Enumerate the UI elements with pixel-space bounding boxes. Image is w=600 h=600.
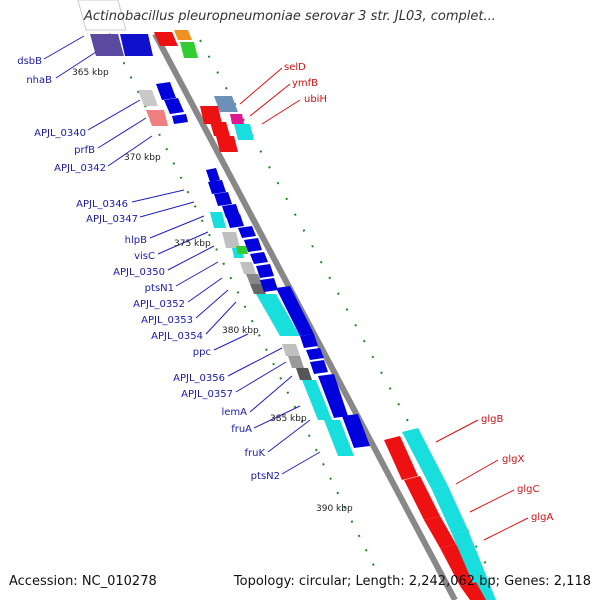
- gene-blue-lemA: [310, 360, 328, 374]
- gene-dsbB-block: [77, 0, 127, 31]
- gene-red-glgX: [404, 476, 440, 520]
- map-title: Actinobacillus pleuropneumoniae serovar …: [84, 9, 496, 24]
- gene-darkgray-lemA: [296, 368, 312, 380]
- gene-label: APJL_0342: [54, 163, 106, 174]
- gene-label: APJL_0340: [34, 128, 86, 139]
- gene-label: nhaB: [26, 75, 52, 86]
- gene-label: APJL_0357: [181, 389, 233, 400]
- gene-pink-prfB: [146, 110, 168, 126]
- gene-cyan-ppc: [256, 294, 300, 336]
- gene-label: ymfB: [292, 78, 318, 89]
- gene-labels-right: selD ymfB ubiH glgB glgX glgC glgA: [284, 62, 553, 523]
- gene-green-visC: [236, 246, 248, 254]
- gene-red-glgB: [384, 436, 418, 480]
- gene-gray-0356: [282, 344, 300, 356]
- gene-blue-hlpB2: [226, 214, 244, 228]
- gene-cyan-hlpB: [210, 212, 226, 228]
- gene-cyan-glgB: [402, 428, 448, 490]
- gene-label: ppc: [193, 347, 211, 358]
- gene-label: glgX: [502, 454, 524, 465]
- gene-blue-ptsN1: [250, 252, 268, 264]
- accession-text: Accession: NC_010278: [9, 574, 157, 589]
- label-callouts-right: [239, 67, 529, 541]
- gene-blue-0347: [214, 192, 232, 206]
- gene-cyan-ubiH: [234, 124, 254, 140]
- genome-summary-text: Topology: circular; Length: 2,242,062 bp…: [233, 574, 591, 589]
- gene-gray-0352: [246, 274, 262, 284]
- gene-label: APJL_0354: [151, 331, 203, 342]
- gene-label: fruK: [244, 448, 265, 459]
- gene-red-glgC: [424, 516, 456, 548]
- gene-magenta-ymfB: [230, 114, 244, 124]
- gene-label: hlpB: [125, 235, 147, 246]
- gene-label: lemA: [221, 407, 247, 418]
- gene-label: dsbB: [17, 56, 42, 67]
- gene-features: [77, 0, 496, 600]
- gene-darkgray-0353: [250, 284, 266, 294]
- gene-cyan-fruA: [302, 380, 332, 420]
- tick-label: 385 kbp: [270, 414, 307, 424]
- gene-red-glgA: [440, 544, 476, 586]
- gene-nhaB-block2: [120, 34, 153, 56]
- gene-labels-left: dsbB nhaB APJL_0340 prfB APJL_0342 APJL_…: [17, 56, 280, 482]
- gene-label: fruA: [231, 424, 252, 435]
- gene-red-top: [154, 32, 178, 46]
- gene-gray-0357: [288, 356, 304, 368]
- gene-cyan-glgA: [452, 530, 496, 600]
- gene-label: APJL_0350: [113, 267, 165, 278]
- gene-blue-0350a: [238, 226, 256, 238]
- gene-label: glgC: [517, 484, 539, 495]
- gene-nhaB-block: [90, 34, 124, 56]
- gene-label: selD: [284, 62, 306, 73]
- gene-blue-0340a: [156, 82, 176, 100]
- gene-blue-0356a: [300, 334, 318, 348]
- gene-gray-ptsN1: [240, 262, 256, 274]
- gene-blue-0346a: [206, 168, 220, 182]
- gene-label: APJL_0347: [86, 214, 138, 225]
- tick-label: 370 kbp: [124, 153, 161, 163]
- gene-label: APJL_0346: [76, 199, 128, 210]
- gene-label: APJL_0356: [173, 373, 225, 384]
- gene-label: glgA: [531, 512, 553, 523]
- gene-blue-fruK: [342, 414, 370, 448]
- gene-label: ubiH: [304, 94, 327, 105]
- gene-orange-top: [174, 30, 192, 40]
- gene-label: glgB: [481, 414, 503, 425]
- gene-red-selD: [200, 106, 222, 124]
- tick-label: 380 kbp: [222, 326, 259, 336]
- gene-blue-0356b: [306, 348, 324, 360]
- gene-label: APJL_0352: [133, 299, 185, 310]
- gene-cyan-fruK: [324, 420, 354, 456]
- tick-label: 390 kbp: [316, 504, 353, 514]
- gene-green-top: [180, 42, 198, 58]
- gene-red-last: [460, 582, 486, 600]
- gene-label: ptsN2: [251, 471, 280, 482]
- gene-label: ptsN1: [145, 283, 174, 294]
- gene-blue-0342: [172, 114, 188, 124]
- tick-label: 365 kbp: [72, 68, 109, 78]
- gene-blue-0353: [260, 278, 278, 292]
- gene-blue-hlpB: [222, 204, 240, 218]
- gene-label: prfB: [74, 145, 95, 156]
- tick-labels: 365 kbp 370 kbp 375 kbp 380 kbp 385 kbp …: [72, 68, 353, 514]
- gene-label: visC: [134, 251, 155, 262]
- gene-blue-0346b: [208, 180, 226, 194]
- gene-label: APJL_0353: [141, 315, 193, 326]
- gene-cyan-glgX: [432, 486, 468, 534]
- gene-blue-0350b: [244, 238, 262, 252]
- label-callouts-left: [43, 35, 321, 475]
- gene-gray-0340: [138, 90, 158, 106]
- gene-blue-0352: [256, 264, 274, 278]
- gene-red-ubiH: [216, 136, 238, 152]
- gene-red-ymfB: [210, 122, 230, 136]
- gene-steel-selD: [214, 96, 238, 112]
- gene-blue-0340b: [164, 98, 184, 114]
- gene-gray-visC: [222, 232, 240, 248]
- gene-blue-ppc: [276, 286, 314, 336]
- gene-blue-fruA: [318, 374, 348, 418]
- tick-label: 375 kbp: [174, 239, 211, 249]
